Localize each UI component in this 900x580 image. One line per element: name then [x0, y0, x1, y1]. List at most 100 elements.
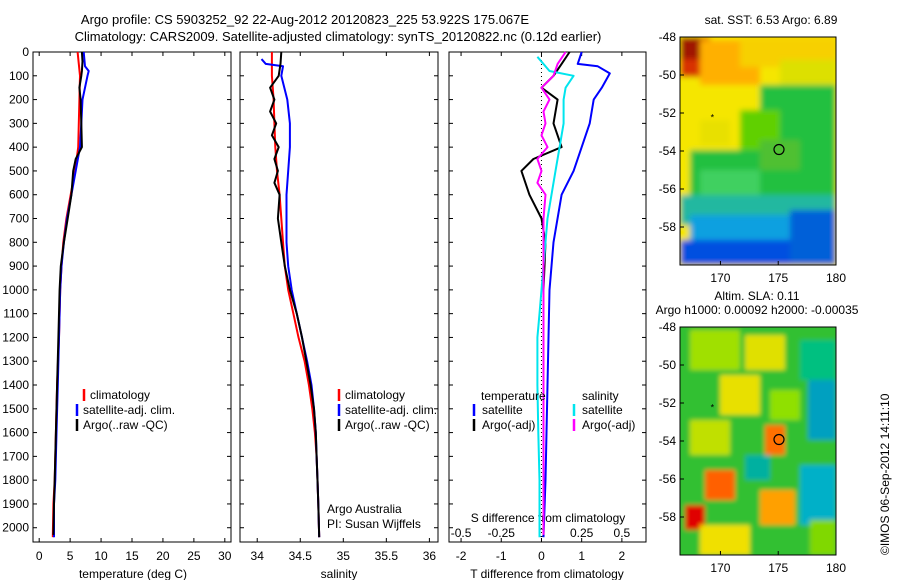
- legend-satellite-label: satellite-adj. clim.: [345, 403, 437, 417]
- sla-map-axes: 170 175 180 -48 -50 -52 -54 -56 -58: [659, 320, 847, 575]
- salinity-legend: climatology satellite-adj. clim. Argo(..…: [337, 388, 437, 432]
- map-y-tick-label: -56: [659, 472, 677, 486]
- series-line-temperature-satellite: [542, 51, 611, 538]
- depth-tick-label: 1300: [2, 354, 29, 368]
- x-tick-label: 0: [538, 549, 545, 563]
- title-line-1: Argo profile: CS 5903252_92 22-Aug-2012 …: [81, 12, 529, 27]
- series-line-argo-raw-qc-: [269, 51, 321, 538]
- difference-top-axis: -0.5-0.2500.250.5: [451, 526, 631, 540]
- salinity-series: [260, 51, 321, 538]
- map-x-tick-label: 170: [710, 271, 730, 285]
- top-tick-label: 0.5: [614, 526, 631, 540]
- depth-tick-label: 600: [9, 188, 29, 202]
- salinity-plot-frame: [239, 51, 439, 543]
- map-y-tick-label: -58: [659, 510, 677, 524]
- map-x-tick-label: 180: [826, 271, 846, 285]
- legend-temperature-title: temperature: [481, 389, 546, 403]
- depth-tick-label: 700: [9, 212, 29, 226]
- x-tick-label: 35.5: [375, 549, 399, 563]
- map-x-tick-label: 175: [768, 271, 788, 285]
- t-difference-label: T difference from climatology: [470, 567, 624, 580]
- depth-tick-label: 900: [9, 259, 29, 273]
- legend-s-satellite-label: satellite: [582, 403, 623, 417]
- temperature-x-axis: 0 5 10 15 20 25 30: [36, 52, 232, 563]
- map-x-tick-label: 175: [768, 561, 788, 575]
- sla-map-title: Altim. SLA: 0.11: [714, 289, 799, 303]
- map-x-tick-label: 170: [710, 561, 730, 575]
- series-line-climatology: [270, 52, 321, 538]
- map-y-tick-label: -54: [659, 434, 677, 448]
- top-tick-label: -0.5: [451, 526, 472, 540]
- sla-argo-location-marker: *: [711, 403, 785, 446]
- depth-tick-label: 100: [9, 69, 29, 83]
- depth-tick-label: 1500: [2, 402, 29, 416]
- map-y-tick-label: -56: [659, 182, 677, 196]
- sst-map-title: sat. SST: 6.53 Argo: 6.89: [705, 13, 838, 27]
- top-tick-label: 0.25: [570, 526, 594, 540]
- depth-tick-label: 1400: [2, 378, 29, 392]
- x-tick-label: 34: [251, 549, 265, 563]
- depth-tick-label: 1000: [2, 283, 29, 297]
- depth-tick-label: 1900: [2, 497, 29, 511]
- title-line-2: Climatology: CARS2009. Satellite-adjuste…: [75, 29, 602, 44]
- temperature-x-label: temperature (deg C): [79, 567, 187, 580]
- depth-tick-label: 500: [9, 164, 29, 178]
- map-y-tick-label: -52: [659, 106, 677, 120]
- depth-tick-label: 1800: [2, 473, 29, 487]
- legend-t-argo-label: Argo(-adj): [482, 418, 535, 432]
- depth-tick-label: 1200: [2, 330, 29, 344]
- x-tick-label: 10: [94, 549, 108, 563]
- series-line-salinity-satellite: [536, 56, 575, 538]
- annotation-argo-australia: Argo Australia: [327, 502, 402, 516]
- star-marker: *: [711, 403, 715, 413]
- annotation-pi: PI: Susan Wijffels: [327, 517, 421, 531]
- depth-axis: 0 100 200 300 400 500 600 700 800 900 1000 1100 1200…: [2, 45, 646, 535]
- s-difference-label: S difference from climatology: [471, 511, 626, 525]
- series-line-climatology: [51, 51, 81, 538]
- argo-location-circle: [773, 433, 785, 446]
- x-tick-label: 1: [578, 549, 585, 563]
- series-line-argo-raw-qc-: [52, 51, 84, 535]
- map-y-tick-label: -52: [659, 396, 677, 410]
- sst-heatmap: [680, 37, 836, 265]
- map-y-tick-label: -50: [659, 68, 677, 82]
- x-tick-label: 25: [187, 549, 201, 563]
- depth-tick-label: 800: [9, 235, 29, 249]
- temperature-plot-frame: [32, 51, 232, 543]
- legend-climatology-label: climatology: [345, 388, 405, 402]
- depth-tick-label: 0: [22, 45, 29, 59]
- difference-series: [520, 51, 611, 542]
- x-tick-label: 0: [36, 549, 43, 563]
- legend-argo-label: Argo(..raw -QC): [345, 418, 430, 432]
- x-tick-label: -1: [496, 549, 507, 563]
- legend-t-satellite-label: satellite: [482, 403, 523, 417]
- legend-satellite-label: satellite-adj. clim.: [83, 403, 175, 417]
- sst-map-axes: 170 175 180 -48 -50 -52 -54 -56 -58: [659, 30, 847, 285]
- star-marker: *: [711, 113, 715, 123]
- x-tick-label: 15: [125, 549, 139, 563]
- x-tick-label: 36: [423, 549, 437, 563]
- series-line-salinity-argo-adj-: [536, 51, 567, 535]
- x-tick-label: -2: [456, 549, 467, 563]
- depth-tick-label: 1100: [3, 307, 29, 321]
- imos-credit: ©IMOS 06-Sep-2012 14:11:10: [878, 393, 892, 555]
- x-tick-label: 30: [218, 549, 232, 563]
- map-x-tick-label: 180: [826, 561, 846, 575]
- x-tick-label: 34.5: [289, 549, 313, 563]
- sla-heatmap: [680, 327, 836, 555]
- x-tick-label: 5: [67, 549, 74, 563]
- difference-plot-frame: [448, 51, 647, 543]
- x-tick-label: 35: [337, 549, 351, 563]
- map-y-tick-label: -48: [659, 320, 677, 334]
- depth-tick-label: 200: [9, 93, 29, 107]
- salinity-x-label: salinity: [321, 567, 358, 580]
- legend-climatology-label: climatology: [90, 388, 150, 402]
- legend-s-argo-label: Argo(-adj): [582, 418, 635, 432]
- sst-argo-location-marker: *: [711, 113, 785, 156]
- sla-map-subtitle: Argo h1000: 0.00092 h2000: -0.00035: [656, 303, 859, 317]
- depth-tick-label: 1700: [2, 449, 29, 463]
- map-y-tick-label: -48: [659, 30, 677, 44]
- legend-argo-label: Argo(..raw -QC): [83, 418, 168, 432]
- depth-tick-label: 300: [9, 116, 29, 130]
